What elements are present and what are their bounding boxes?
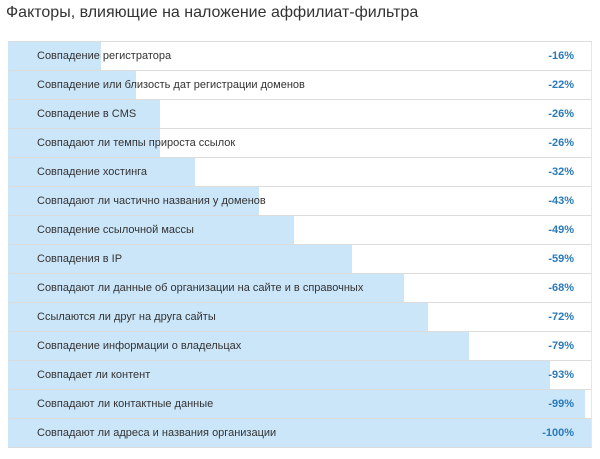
bar-label: Совпадают ли данные об организации на са…: [37, 282, 364, 294]
data-label: -43%: [548, 195, 574, 207]
bar-label: Совпадают ли адреса и названия организац…: [37, 427, 277, 439]
data-label: -79%: [548, 340, 574, 352]
data-label: -93%: [548, 369, 574, 381]
bar-label: Совпадение или близость дат регистрации …: [37, 79, 305, 91]
bar: [8, 129, 160, 157]
data-label: -68%: [548, 282, 574, 294]
bar-label: Совпадает ли контент: [37, 369, 151, 381]
bar-label: Совпадают ли контактные данные: [37, 398, 214, 410]
bar: [8, 158, 195, 186]
data-label: -99%: [548, 398, 574, 410]
bar: [8, 100, 160, 128]
data-label: -72%: [548, 311, 574, 323]
bar-row: Совпадения в IP -59%: [8, 245, 592, 274]
data-label: -100%: [542, 427, 574, 439]
bar: [8, 187, 259, 215]
data-label: -22%: [548, 79, 574, 91]
bar-label: Совпадение регистратора: [37, 50, 172, 62]
data-label: -26%: [548, 137, 574, 149]
bar-row: Совпадают ли контактные данные -99%: [8, 390, 592, 419]
bar-label: Ссылаются ли друг на друга сайты: [37, 311, 216, 323]
bar-row: Совпадение или близость дат регистрации …: [8, 71, 592, 100]
bar-label: Совпадение ссылочной массы: [37, 224, 194, 236]
bar: [8, 303, 428, 331]
bar-label: Совпадение в CMS: [37, 108, 137, 120]
bar: [8, 42, 102, 70]
bar: [8, 361, 551, 389]
bar-row: Совпадают ли темпы прироста ссылок -26%: [8, 129, 592, 158]
data-label: -26%: [548, 108, 574, 120]
bar-row: Ссылаются ли друг на друга сайты -72%: [8, 303, 592, 332]
data-label: -32%: [548, 166, 574, 178]
bar: [8, 419, 591, 447]
bar-row: Совпадают ли адреса и названия организац…: [8, 419, 592, 448]
bar-row: Совпадают ли данные об организации на са…: [8, 274, 592, 303]
bar-label: Совпадения в IP: [37, 253, 123, 265]
bar-label: Совпадение информации о владельцах: [37, 340, 242, 352]
bar-row: Совпадение ссылочной массы -49%: [8, 216, 592, 245]
bar: [8, 274, 405, 302]
bar-row: Совпадает ли контент -93%: [8, 361, 592, 390]
bar-chart: Совпадение регистратора -16% Совпадение ил…: [8, 41, 592, 454]
bar: [8, 216, 294, 244]
bar-row: Совпадение хостинга -32%: [8, 158, 592, 187]
bar-row: Совпадение регистратора -16%: [8, 42, 592, 71]
bar: [8, 245, 352, 273]
data-label: -49%: [548, 224, 574, 236]
bar-label: Совпадение хостинга: [37, 166, 148, 178]
bar: [8, 332, 469, 360]
chart-title: Факторы, влияющие на наложение аффилиат-…: [6, 4, 419, 21]
bar-row: Совпадение информации о владельцах -79%: [8, 332, 592, 361]
bar: [8, 71, 137, 99]
bar-row: Совпадают ли частично названия у доменов…: [8, 187, 592, 216]
bar: [8, 390, 586, 418]
data-label: -16%: [548, 50, 574, 62]
bar-label: Совпадают ли частично названия у доменов: [37, 195, 266, 207]
data-label: -59%: [548, 253, 574, 265]
bar-label: Совпадают ли темпы прироста ссылок: [37, 137, 236, 149]
bar-row: Совпадение в CMS -26%: [8, 100, 592, 129]
